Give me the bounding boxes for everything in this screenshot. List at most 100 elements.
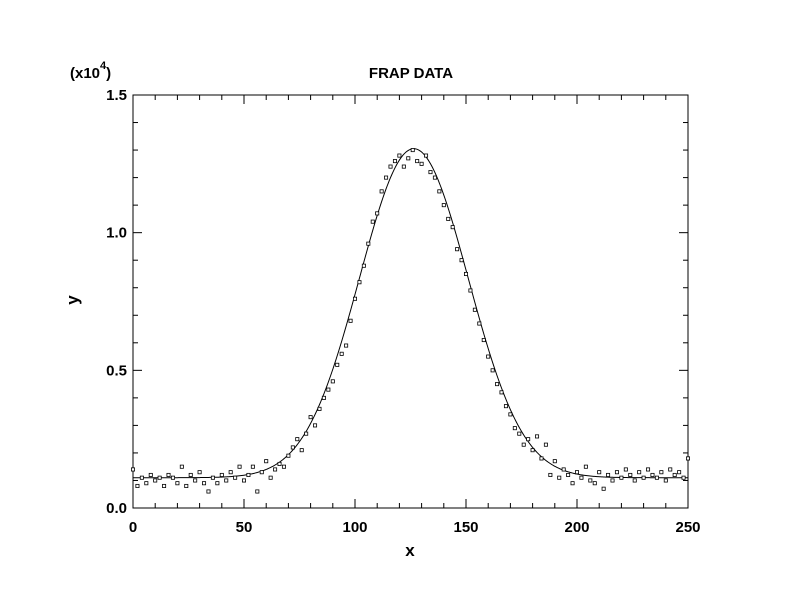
data-point [326,387,331,392]
data-point [273,467,278,472]
data-point [606,472,611,477]
data-point [637,470,642,475]
data-point [410,148,415,153]
data-point [277,461,282,466]
data-point [450,225,455,230]
data-point [508,412,513,417]
data-point [170,475,175,480]
data-point [512,426,517,431]
y-multiplier-base: (x10 [70,65,100,82]
data-point [397,153,402,158]
data-point [543,442,548,447]
data-point [321,395,326,400]
data-point [552,459,557,464]
data-point [455,247,460,252]
data-point [641,475,646,480]
data-point [295,437,300,442]
data-point [335,362,340,367]
data-point [610,478,615,483]
data-point [308,415,313,420]
data-point [370,219,375,224]
data-point [663,478,668,483]
data-point [130,467,135,472]
y-axis-label: y [63,295,82,305]
data-point [357,280,362,285]
x-tick-label: 50 [236,519,253,536]
data-point [672,472,677,477]
data-point [570,481,575,486]
data-point [517,431,522,436]
data-point [219,472,224,477]
data-point [339,351,344,356]
data-point [561,467,566,472]
data-point [668,467,673,472]
data-point [654,475,659,480]
data-point [463,271,468,276]
data-point [579,475,584,480]
data-point [313,423,318,428]
data-point [597,470,602,475]
y-multiplier-close: ) [106,65,111,82]
data-point [614,470,619,475]
data-point [566,472,571,477]
data-point [681,475,686,480]
data-point [481,338,486,343]
data-point [468,288,473,293]
data-point [588,478,593,483]
data-point [299,448,304,453]
data-point [441,203,446,208]
data-point [361,263,366,268]
data-point [619,475,624,480]
data-point [197,470,202,475]
data-point [392,159,397,164]
y-tick-label: 0.0 [106,500,127,517]
data-point [592,481,597,486]
data-point [583,464,588,469]
data-point [210,475,215,480]
data-point [530,448,535,453]
data-point [246,472,251,477]
data-point [486,354,491,359]
data-point [148,472,153,477]
data-point [188,472,193,477]
data-point [477,321,482,326]
data-point [281,464,286,469]
data-point [135,483,140,488]
data-point [264,459,269,464]
data-point [144,481,149,486]
data-point [406,156,411,161]
data-point [401,164,406,169]
data-point [184,483,189,488]
data-point [304,431,309,436]
data-point [499,390,504,395]
data-point [237,464,242,469]
data-point [352,296,357,301]
data-point [344,343,349,348]
data-point [646,467,651,472]
x-tick-label: 250 [675,519,700,536]
data-point [459,258,464,263]
data-point [224,478,229,483]
data-point [215,481,220,486]
data-point [503,404,508,409]
data-point [233,475,238,480]
data-point [677,470,682,475]
data-point [521,442,526,447]
data-point [557,475,562,480]
data-point [428,170,433,175]
data-point [384,175,389,180]
data-point [437,189,442,194]
data-point [628,472,633,477]
data-point [139,475,144,480]
y-tick-label: 0.5 [106,362,127,379]
data-point [162,483,167,488]
x-axis-label: x [405,541,415,560]
data-points [130,148,691,494]
x-tick-label: 100 [342,519,367,536]
data-point [153,478,158,483]
data-point [419,161,424,166]
data-point [388,164,393,169]
data-point [379,189,384,194]
data-point [193,478,198,483]
